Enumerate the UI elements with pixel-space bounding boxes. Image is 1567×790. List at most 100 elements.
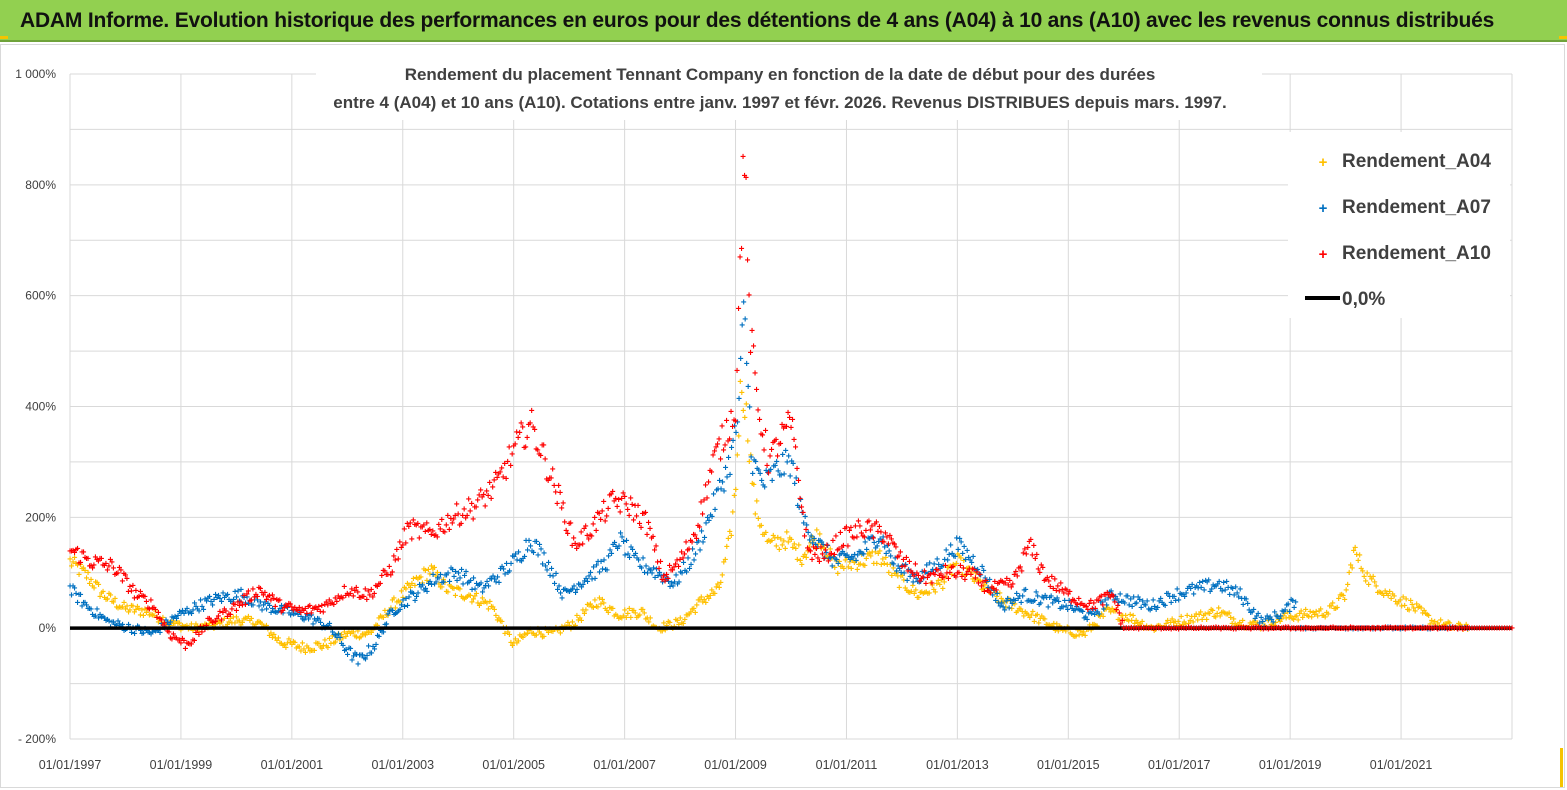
data-point-a04: +: [896, 583, 902, 594]
data-point-a04: +: [217, 619, 223, 630]
data-point-a07: +: [879, 537, 885, 548]
data-point-a04: +: [1210, 606, 1216, 617]
data-point-a04: +: [961, 556, 967, 567]
data-point-a04: +: [611, 611, 617, 622]
data-point-a04: +: [1312, 610, 1318, 621]
data-point-a07: +: [369, 648, 375, 659]
data-point-a04: +: [832, 563, 838, 574]
data-point-a07: +: [877, 535, 883, 546]
data-point-a07: +: [165, 618, 171, 629]
data-point-a07: +: [682, 566, 688, 577]
data-point-a04: +: [703, 598, 709, 609]
data-point-a04: +: [1298, 606, 1304, 617]
data-point-a04: +: [1406, 605, 1412, 616]
data-point-a04: +: [1087, 620, 1093, 631]
data-point-a04: +: [926, 588, 932, 599]
data-point-a07: +: [1006, 603, 1012, 614]
data-point-a07: +: [198, 595, 204, 606]
data-point-a07: +: [250, 600, 256, 611]
data-point-a07: +: [988, 585, 994, 596]
data-point-a04: +: [301, 645, 307, 656]
data-point-a07: +: [900, 561, 906, 572]
series-a07: + + + + + + + + + + + + + + + + + + + + + + + + + + + + + + + + + + + + + + + +…: [67, 297, 1471, 670]
data-point-a04: +: [407, 583, 413, 594]
data-point-a04: +: [511, 638, 517, 649]
data-point-a04: +: [214, 619, 220, 630]
data-point-a04: +: [934, 579, 940, 590]
data-point-a07: +: [246, 599, 252, 610]
data-point-a07: +: [339, 639, 345, 650]
data-point-a07: +: [382, 620, 388, 631]
data-point-a04: +: [400, 593, 406, 604]
data-point-a07: +: [415, 588, 421, 599]
data-point-a04: +: [887, 560, 893, 571]
data-point-a07: +: [783, 446, 789, 457]
data-point-a04: +: [850, 556, 856, 567]
data-point-a04: +: [742, 413, 748, 424]
data-point-a04: +: [229, 618, 235, 629]
data-point-a04: +: [235, 616, 241, 627]
data-point-a04: +: [367, 628, 373, 639]
data-point-a07: +: [448, 564, 454, 575]
data-point-a04: +: [667, 618, 673, 629]
data-point-a07: +: [526, 536, 532, 547]
data-point-a04: +: [1331, 604, 1337, 615]
corner-marker-top-left: [0, 36, 8, 39]
data-point-a07: +: [193, 602, 199, 613]
data-point-a07: +: [228, 597, 234, 608]
data-point-a07: +: [469, 585, 475, 596]
data-point-a07: +: [234, 593, 240, 604]
data-point-a04: +: [1339, 590, 1345, 601]
data-point-a07: +: [286, 608, 292, 619]
data-point-a04: +: [455, 583, 461, 594]
data-point-a07: +: [792, 479, 798, 490]
data-point-a04: +: [121, 598, 127, 609]
data-point-a04: +: [1091, 620, 1097, 631]
data-point-a04: +: [380, 613, 386, 624]
data-point-a07: +: [603, 565, 609, 576]
data-point-a07: +: [640, 554, 646, 565]
data-point-a04: +: [307, 647, 313, 658]
data-point-a07: +: [756, 465, 762, 476]
data-point-a07: +: [750, 469, 756, 480]
data-point-a07: +: [699, 527, 705, 538]
data-point-a07: +: [774, 457, 780, 468]
data-point-a04: +: [1442, 620, 1448, 631]
data-point-a04: +: [153, 606, 159, 617]
corner-marker-top-right: [1559, 36, 1567, 39]
data-point-a07: +: [279, 601, 285, 612]
data-point-a04: +: [1115, 615, 1121, 626]
data-point-a04: +: [431, 563, 437, 574]
data-point-a04: +: [145, 605, 151, 616]
data-point-a07: +: [805, 528, 811, 539]
data-point-a04: +: [1199, 615, 1205, 626]
data-point-a04: +: [581, 609, 587, 620]
data-point-a07: +: [348, 644, 354, 655]
data-point-a07: +: [447, 577, 453, 588]
data-point-a04: +: [1265, 616, 1271, 627]
data-point-a04: +: [923, 588, 929, 599]
data-point-a07: +: [972, 564, 978, 575]
data-point-a04: +: [1222, 609, 1228, 620]
data-point-a07: +: [1018, 598, 1024, 609]
data-point-a10: +: [409, 535, 415, 546]
data-point-a04: +: [1039, 612, 1045, 623]
data-point-a07: +: [270, 604, 276, 615]
data-point-a07: +: [213, 590, 219, 601]
data-point-a04: +: [527, 624, 533, 635]
data-point-a07: +: [922, 568, 928, 579]
data-point-a04: +: [1366, 580, 1372, 591]
data-point-a04: +: [102, 593, 108, 604]
data-point-a07: +: [958, 537, 964, 548]
data-point-a04: +: [899, 571, 905, 582]
data-point-a07: +: [412, 596, 418, 607]
data-point-a04: +: [1255, 619, 1261, 630]
data-point-a07: +: [583, 574, 589, 585]
data-point-a04: +: [421, 565, 427, 576]
data-point-a04: +: [1060, 626, 1066, 637]
data-point-a04: +: [995, 598, 1001, 609]
data-point-a04: +: [255, 618, 261, 629]
data-point-a10: +: [803, 525, 809, 536]
data-point-a04: +: [67, 555, 73, 566]
data-point-a07: +: [390, 606, 396, 617]
